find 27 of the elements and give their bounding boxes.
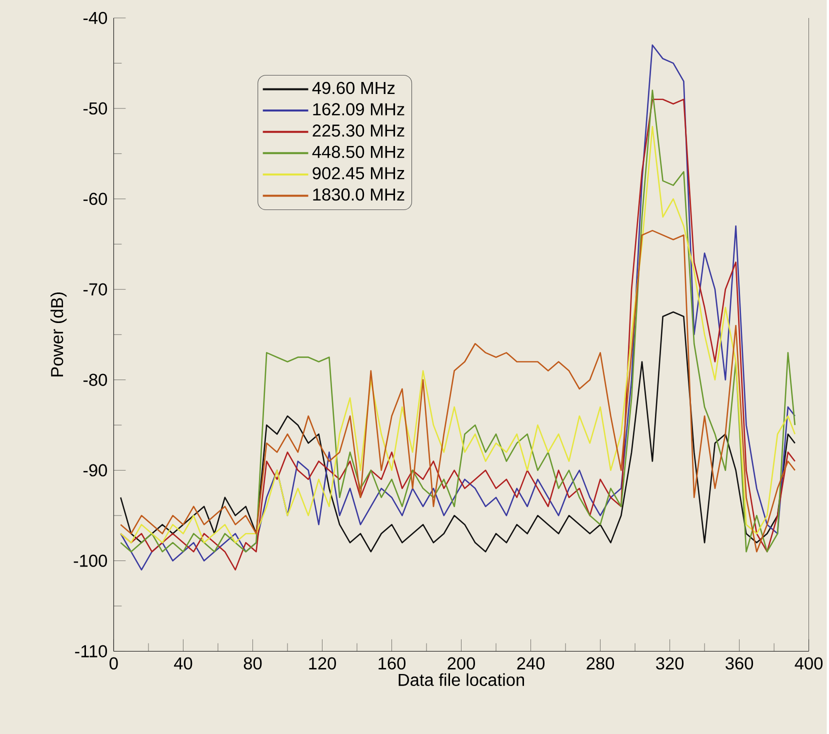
x-tick-label: 0 <box>110 657 118 670</box>
x-tick-label: 360 <box>726 657 754 670</box>
legend-label: 225.30 MHz <box>312 124 404 137</box>
y-axis-title: Power (dB) <box>50 292 67 376</box>
x-tick-label: 280 <box>586 657 614 670</box>
x-tick-label: 40 <box>174 657 192 670</box>
y-tick-label: -50 <box>83 102 107 115</box>
y-tick-label: -110 <box>75 645 107 658</box>
x-tick-label: 400 <box>794 657 823 670</box>
x-tick-label: 320 <box>656 657 684 670</box>
legend-label: 49.60 MHz <box>312 82 395 94</box>
legend-label: 1830.0 MHz <box>313 188 404 201</box>
y-tick-label: -90 <box>83 464 107 476</box>
x-tick-label: 120 <box>309 657 336 670</box>
y-tick-label: -40 <box>83 12 107 24</box>
y-tick-label: -70 <box>83 283 107 296</box>
legend-label: 902.45 MHz <box>312 167 404 180</box>
legend-label: 448.50 MHz <box>312 146 404 158</box>
y-tick-label: -80 <box>83 374 107 386</box>
legend-label: 162.09 MHz <box>313 103 404 116</box>
y-tick-label: -100 <box>74 554 107 567</box>
x-tick-label: 240 <box>517 657 545 670</box>
x-tick-label: 80 <box>244 657 262 670</box>
x-tick-label: 160 <box>378 657 406 670</box>
x-axis-title: Data file location <box>398 673 524 686</box>
y-tick-label: -60 <box>83 192 107 206</box>
x-tick-label: 200 <box>448 657 476 670</box>
